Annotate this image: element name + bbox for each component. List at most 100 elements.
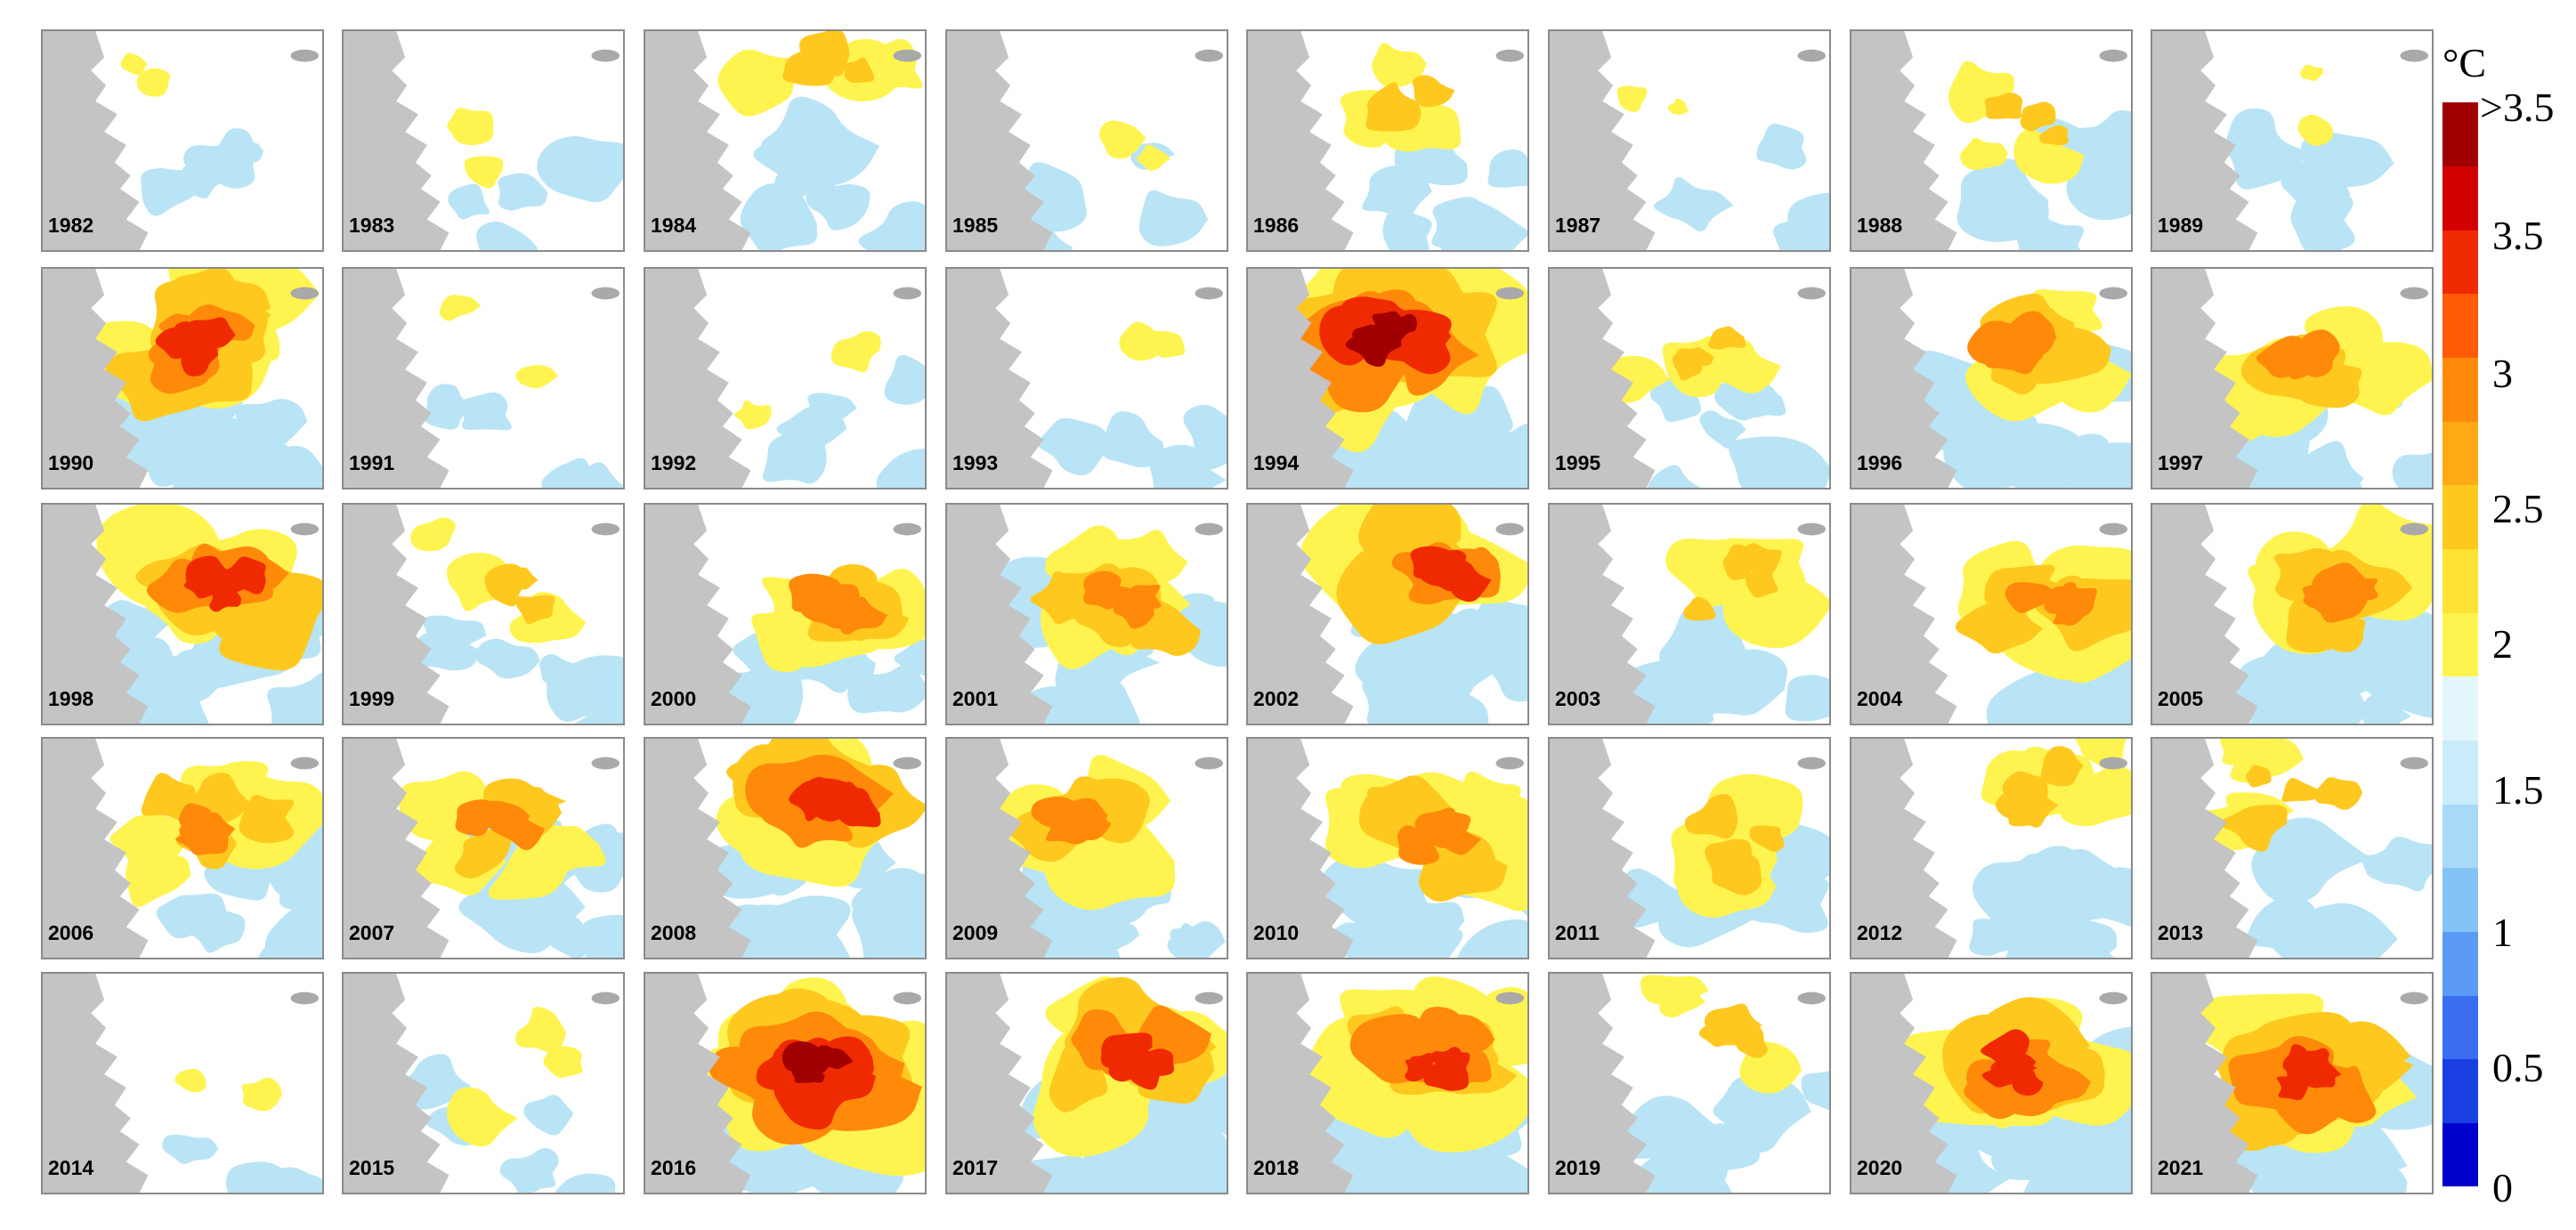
cool-patch bbox=[1699, 410, 1746, 449]
warm-patch bbox=[816, 583, 861, 612]
land-mass bbox=[947, 269, 1053, 488]
map-panel-1997: 1997 bbox=[2151, 267, 2434, 490]
warm-patch bbox=[515, 1007, 566, 1054]
cool-patch bbox=[185, 905, 246, 953]
year-label: 1982 bbox=[48, 214, 94, 237]
colorbar-segment bbox=[2442, 612, 2478, 677]
cool-patch bbox=[1138, 190, 1209, 247]
map-panel-1984: 1984 bbox=[644, 29, 927, 252]
map-field-1993 bbox=[947, 269, 1227, 488]
land-mass bbox=[645, 974, 751, 1193]
land-mass bbox=[43, 974, 149, 1193]
island bbox=[1195, 757, 1224, 770]
year-label: 1995 bbox=[1555, 451, 1601, 474]
warm-patch bbox=[1981, 1029, 2029, 1068]
cool-patch bbox=[2306, 906, 2361, 948]
island bbox=[1797, 49, 1827, 62]
year-label: 1988 bbox=[1857, 214, 1903, 237]
year-label: 1984 bbox=[651, 214, 697, 237]
year-label: 2003 bbox=[1555, 687, 1601, 710]
warm-patch bbox=[1423, 1057, 1469, 1091]
map-panel-2019: 2019 bbox=[1548, 972, 1831, 1194]
colorbar-segment bbox=[2442, 1122, 2478, 1187]
warm-patch bbox=[1749, 825, 1785, 853]
year-label: 2005 bbox=[2158, 687, 2204, 710]
year-label: 2020 bbox=[1857, 1156, 1903, 1179]
cool-patch bbox=[2398, 476, 2428, 488]
year-label: 2007 bbox=[349, 921, 395, 944]
map-panel-2012: 2012 bbox=[1850, 737, 2133, 959]
warm-patch bbox=[455, 799, 500, 837]
warm-patch bbox=[1030, 570, 1101, 625]
year-label: 1996 bbox=[1857, 451, 1903, 474]
year-label: 1990 bbox=[48, 451, 94, 474]
map-panel-1988: 1988 bbox=[1850, 29, 2133, 252]
colorbar-segment bbox=[2442, 995, 2478, 1060]
map-field-2017 bbox=[947, 974, 1227, 1193]
map-field-2013 bbox=[2152, 739, 2432, 958]
warm-patch bbox=[1366, 786, 1430, 814]
warm-patch bbox=[2040, 746, 2084, 787]
warm-patch bbox=[2276, 1076, 2312, 1101]
year-label: 1991 bbox=[349, 451, 395, 474]
warm-patch bbox=[1948, 61, 2014, 124]
warm-patch bbox=[733, 400, 772, 430]
map-field-1995 bbox=[1550, 269, 1829, 488]
land-mass bbox=[645, 269, 751, 488]
cool-patch bbox=[2052, 918, 2118, 958]
colorbar-segment bbox=[2442, 931, 2478, 996]
year-label: 1997 bbox=[2158, 451, 2204, 474]
cool-patch bbox=[1347, 1145, 1438, 1193]
cool-patch bbox=[1973, 423, 2085, 488]
colorbar-tick-label: 1.5 bbox=[2492, 767, 2544, 813]
colorbar-segment bbox=[2442, 676, 2478, 740]
island bbox=[1195, 522, 1224, 536]
map-field-1991 bbox=[344, 269, 623, 488]
warm-patch bbox=[543, 1046, 583, 1078]
map-panel-1982: 1982 bbox=[41, 29, 324, 252]
land-mass bbox=[2152, 31, 2258, 250]
land-mass bbox=[1851, 269, 1957, 488]
land-mass bbox=[2152, 505, 2258, 724]
island bbox=[290, 287, 320, 300]
cool-patch bbox=[1729, 436, 1829, 488]
island bbox=[1195, 991, 1224, 1005]
cool-patch bbox=[289, 1174, 322, 1193]
island bbox=[1195, 287, 1224, 300]
island bbox=[591, 522, 620, 536]
map-panel-1989: 1989 bbox=[2151, 29, 2434, 252]
map-panel-2005: 2005 bbox=[2151, 503, 2434, 725]
warm-patch bbox=[241, 1077, 282, 1112]
warm-patch bbox=[488, 832, 578, 900]
land-mass bbox=[645, 31, 751, 250]
colorbar-tick-label: 2.5 bbox=[2492, 486, 2544, 531]
cool-patch bbox=[448, 183, 490, 220]
year-label: 2012 bbox=[1857, 921, 1903, 944]
cool-patch bbox=[1047, 678, 1140, 724]
map-field-1986 bbox=[1248, 31, 1527, 250]
colorbar-tick-label: 2 bbox=[2492, 621, 2513, 667]
map-field-2003 bbox=[1550, 505, 1829, 724]
warm-patch bbox=[1425, 811, 1471, 848]
cool-patch bbox=[2235, 654, 2324, 713]
colorbar-segment bbox=[2442, 230, 2478, 295]
land-mass bbox=[1550, 505, 1656, 724]
cool-patch bbox=[1487, 150, 1527, 188]
warm-patch bbox=[1083, 578, 1123, 610]
cool-patch bbox=[894, 639, 925, 676]
island bbox=[1195, 49, 1224, 62]
map-field-1998 bbox=[43, 505, 322, 724]
warm-patch bbox=[2032, 289, 2102, 341]
warm-patch bbox=[1372, 43, 1427, 88]
cool-patch bbox=[541, 457, 598, 488]
map-field-1983 bbox=[344, 31, 623, 250]
cool-patch bbox=[162, 1134, 219, 1164]
year-label: 1989 bbox=[2158, 214, 2204, 237]
island bbox=[1495, 991, 1525, 1005]
map-panel-2008: 2008 bbox=[644, 737, 927, 959]
cool-patch bbox=[537, 136, 623, 203]
year-label: 2017 bbox=[952, 1156, 999, 1179]
cool-patch bbox=[740, 182, 818, 250]
land-mass bbox=[1851, 505, 1957, 724]
land-mass bbox=[645, 505, 751, 724]
